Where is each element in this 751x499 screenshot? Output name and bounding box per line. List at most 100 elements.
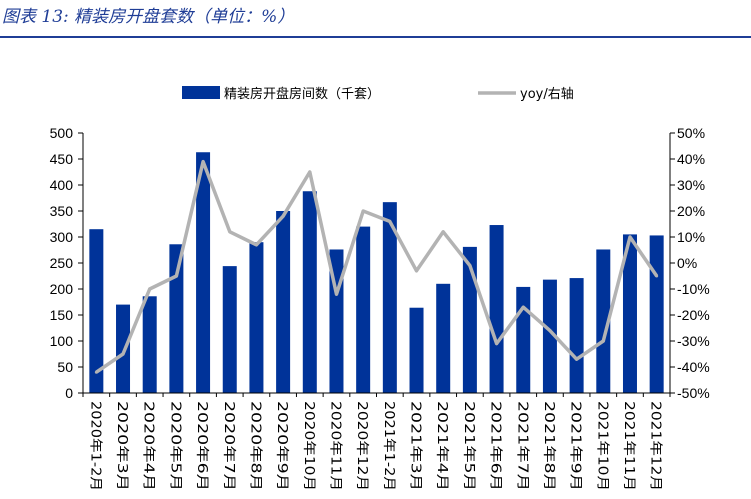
- x-tick-label: 2020年9月: [274, 401, 289, 491]
- left-axis-tick-label: 250: [50, 255, 74, 271]
- title-divider: [0, 36, 751, 38]
- x-tick-label: 2020年5月: [167, 401, 182, 491]
- x-tick-label: 2021年7月: [514, 401, 529, 491]
- left-axis-tick-label: 500: [50, 125, 74, 141]
- yoy-point: [121, 352, 125, 356]
- right-axis-tick-label: 30%: [677, 177, 705, 193]
- right-axis-tick-label: 20%: [677, 203, 705, 219]
- yoy-point: [575, 357, 579, 361]
- x-tick-label: 2020年8月: [247, 401, 262, 491]
- right-axis: -50% -40% -30% -20% -10% 0% 10% 20% 30% 40% 50%: [669, 125, 710, 401]
- right-axis-tick-label: 50%: [677, 125, 705, 141]
- x-tick-label: 2020年6月: [194, 401, 209, 491]
- bar: [116, 304, 131, 393]
- legend-line-label: yoy/右轴: [520, 87, 574, 102]
- bar: [596, 249, 611, 393]
- x-tick-label: 2020年4月: [141, 401, 156, 491]
- bar: [356, 226, 371, 393]
- bar: [169, 244, 184, 393]
- left-axis-tick-label: 450: [50, 151, 74, 167]
- bar: [276, 211, 291, 393]
- x-tick-label: 2021年1-2月: [381, 401, 396, 491]
- legend: 精装房开盘房间数（千套） yoy/右轴: [182, 86, 574, 102]
- bar: [249, 242, 264, 393]
- yoy-point: [628, 235, 632, 239]
- bar: [409, 307, 424, 393]
- x-tick-label: 2021年9月: [568, 401, 583, 491]
- bar: [222, 266, 237, 393]
- bar-series: [89, 152, 664, 393]
- bar: [516, 286, 531, 393]
- x-tick-label: 2021年3月: [408, 401, 423, 491]
- x-tick-label: 2021年8月: [541, 401, 556, 491]
- x-axis: 2020年1-2月 2020年3月 2020年4月 2020年5月 2020年6月 202…: [82, 392, 671, 491]
- left-axis-tick-label: 400: [50, 177, 74, 193]
- yoy-line-series: [94, 159, 659, 374]
- right-axis-tick-label: -20%: [677, 307, 710, 323]
- right-axis-tick-label: 40%: [677, 151, 705, 167]
- bar: [436, 283, 451, 393]
- bar: [142, 296, 157, 393]
- yoy-point: [361, 209, 365, 213]
- right-axis-tick-label: -30%: [677, 333, 710, 349]
- right-axis-tick-label: -50%: [677, 385, 710, 401]
- x-tick-label: 2021年5月: [461, 401, 476, 491]
- bar: [462, 246, 477, 393]
- bar: [542, 279, 557, 393]
- bar: [382, 202, 397, 393]
- legend-bar-label: 精装房开盘房间数（千套）: [224, 86, 380, 102]
- yoy-point: [94, 370, 98, 374]
- yoy-point: [548, 329, 552, 333]
- figure-title: 图表 13: 精装房开盘套数（单位：%）: [2, 7, 295, 27]
- bar: [196, 152, 211, 393]
- bar: [649, 235, 664, 393]
- x-tick-label: 2021年11月: [621, 401, 636, 491]
- left-axis-tick-label: 150: [50, 307, 74, 323]
- yoy-point: [201, 160, 205, 164]
- right-axis-tick-label: -10%: [677, 281, 710, 297]
- x-tick-label: 2020年11月: [327, 401, 342, 491]
- legend-bar-swatch: [182, 86, 220, 99]
- left-axis-tick-label: 300: [50, 229, 74, 245]
- right-axis-tick-label: 10%: [677, 229, 705, 245]
- yoy-point: [174, 274, 178, 278]
- x-tick-label: 2020年12月: [354, 401, 369, 491]
- left-axis: 0 50 100 150 200 250 300 350 400 450 500: [50, 125, 84, 401]
- yoy-point: [441, 230, 445, 234]
- yoy-point: [468, 264, 472, 268]
- yoy-point: [388, 219, 392, 223]
- yoy-point: [415, 269, 419, 273]
- bar: [569, 278, 584, 393]
- right-axis-tick-label: -40%: [677, 359, 710, 375]
- x-tick-label: 2020年3月: [114, 401, 129, 491]
- yoy-point: [228, 230, 232, 234]
- bar: [302, 191, 317, 393]
- yoy-point: [495, 342, 499, 346]
- x-tick-label: 2021年6月: [488, 401, 503, 491]
- right-axis-tick-label: 0%: [677, 255, 697, 271]
- x-tick-label: 2021年4月: [434, 401, 449, 491]
- left-axis-tick-label: 50: [57, 359, 73, 375]
- left-axis-tick-label: 350: [50, 203, 74, 219]
- bar: [489, 225, 504, 393]
- x-tick-label: 2020年1-2月: [87, 401, 102, 491]
- bar: [89, 229, 104, 393]
- left-axis-tick-label: 0: [65, 385, 73, 401]
- yoy-point: [308, 170, 312, 174]
- yoy-point: [655, 274, 659, 278]
- yoy-point: [521, 305, 525, 309]
- left-axis-tick-label: 200: [50, 281, 74, 297]
- left-axis-tick-label: 100: [50, 333, 74, 349]
- yoy-point: [334, 292, 338, 296]
- yoy-point: [601, 339, 605, 343]
- yoy-point: [254, 243, 258, 247]
- x-tick-label: 2020年10月: [301, 401, 316, 491]
- x-tick-label: 2021年12月: [648, 401, 663, 491]
- x-tick-label: 2021年10月: [594, 401, 609, 491]
- yoy-line: [95, 159, 659, 374]
- bar: [622, 234, 637, 393]
- yoy-point: [148, 287, 152, 291]
- yoy-point: [281, 214, 285, 218]
- x-tick-label: 2020年7月: [221, 401, 236, 491]
